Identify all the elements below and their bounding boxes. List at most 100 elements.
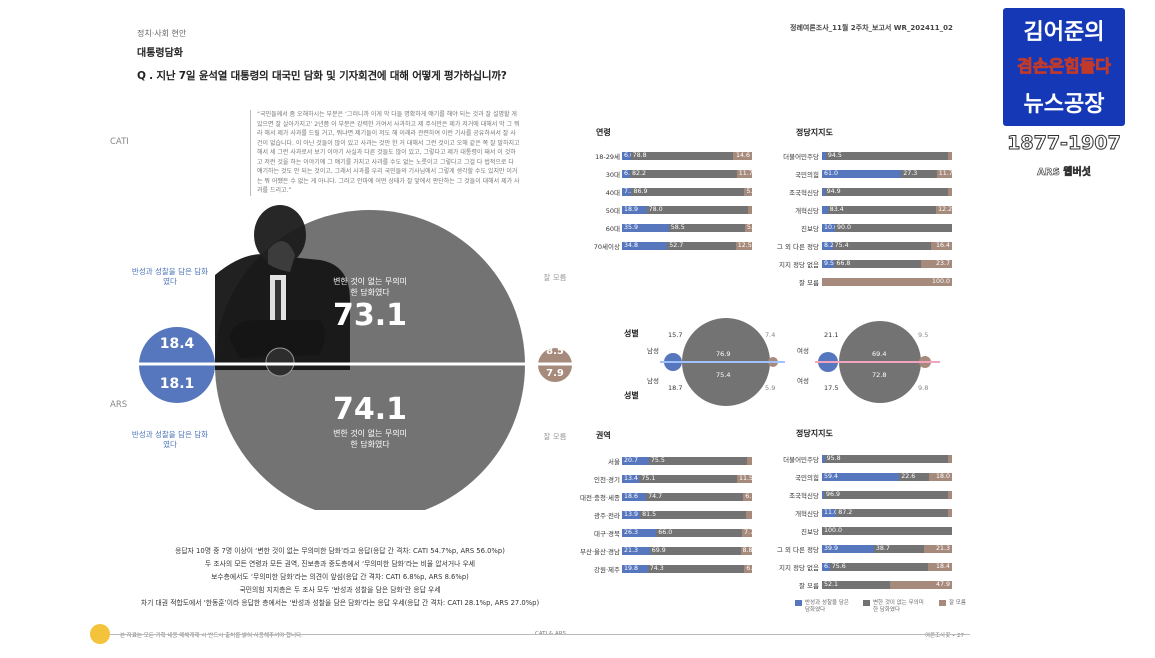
quote-text: “국민들께서 좀 오해하시는 부분은 ‘그러니까 이게 막 다들 명확하게 얘기… (250, 110, 520, 196)
remorse-segment: 10.0 (822, 224, 839, 232)
meaningless-segment: 95.8 (824, 455, 948, 463)
region-section-title: 권역 (596, 431, 611, 440)
remorse-segment: 21.3 (622, 547, 650, 555)
summary-line: 두 조사의 모든 연령과 모든 권역, 진보층과 중도층에서 ‘무의미한 담화’… (204, 560, 476, 568)
ars-female-remorse: 17.5 (824, 384, 839, 392)
unknown-segment: 47.9 (889, 581, 952, 589)
stacked-bar: 100.0 (822, 527, 952, 535)
party-section-title-top: 정당지지도 (796, 128, 833, 137)
cati-male-remorse: 15.7 (668, 331, 683, 339)
unknown-segment: 23.7 (921, 260, 952, 268)
remorse-segment: 61.0 (822, 170, 902, 178)
bar-category-label: 광주·전라 (594, 512, 620, 520)
stacked-bar: 18.9 78.0 (622, 206, 752, 214)
stacked-bar: 7.3 86.9 5.8 (622, 188, 756, 196)
summary-line: 응답자 10명 중 7명 이상이 ‘변한 것이 없는 무의미한 담화’라고 응답… (175, 547, 505, 555)
footer-note: 본 자료는 모든 기획 내용 매체게재 시 반드시 출처를 밝혀 사용해주셔야 … (120, 633, 303, 639)
meaningless-segment: 75.5 (648, 457, 748, 465)
bar-category-label: 더불어민주당 (783, 456, 819, 464)
unknown-segment: 14.6 (733, 152, 752, 160)
stacked-bar: 52.1 47.9 (822, 581, 952, 589)
category-label: 정치·사회 현안 (137, 29, 187, 38)
remorse-segment: 35.9 (622, 224, 669, 232)
meaningless-segment: 52.7 (667, 242, 736, 250)
summary-line: 보수층에서도 ‘무의미한 담화’라는 의견이 앞섬(응답 간 격차: CATI … (211, 573, 469, 581)
meaningless-segment: 38.7 (873, 545, 925, 553)
meaningless-segment: 78.0 (646, 206, 748, 214)
unknown-segment: 11.7 (736, 170, 753, 178)
president-photo (215, 205, 350, 377)
stacked-bar: 10.0 90.0 (822, 224, 952, 232)
bar-category-label: 40대 (605, 189, 620, 197)
meaningless-segment: 87.2 (836, 509, 948, 517)
remorse-caption-cati: 반성과 성찰을 담은 담화였다 (131, 267, 209, 286)
unknown-segment: 11.5 (737, 475, 754, 483)
meaningless-segment: 74.3 (647, 565, 745, 573)
ars-female-meaningless: 72.8 (872, 371, 887, 379)
stacked-bar: 21.3 69.9 8.8 (622, 547, 753, 555)
remorse-segment (822, 152, 826, 160)
stacked-bar: 61.0 27.3 11.7 (822, 170, 953, 178)
legend-label-meaningless: 변한 것이 없는 무의미한 담화였다 (873, 600, 924, 613)
meaningless-segment: 66.0 (656, 529, 742, 537)
chart-legend: 반성과 성찰을 담은 담화였다 변한 것이 없는 무의미한 담화였다 잘 모름 (795, 600, 966, 614)
stacked-bar: 9.5 66.8 23.7 (822, 260, 952, 268)
unknown-segment: 100.0 (822, 278, 952, 286)
bar-category-label: 더불어민주당 (783, 153, 819, 161)
legend-swatch-unknown (939, 600, 946, 606)
cati-remorse-value: 18.4 (159, 336, 195, 352)
remorse-segment: 7.3 (622, 188, 635, 196)
male-label-cati: 남성 (647, 347, 659, 355)
stacked-bar: 13.4 75.1 11.5 (622, 475, 754, 483)
remorse-segment: 59.4 (822, 473, 900, 481)
meaningless-segment: 96.9 (824, 491, 948, 499)
unknown-segment: 7.7 (741, 529, 754, 537)
remorse-segment: 9.5 (822, 260, 835, 268)
section-title: 대통령담화 (137, 48, 183, 59)
legend-item-unknown: 잘 모름 (939, 600, 966, 614)
gender-title-top: 성별 (624, 329, 639, 338)
meaningless-segment: 75.6 (829, 563, 929, 571)
unknown-segment: 6.0 (744, 565, 757, 573)
remorse-segment: 11.0 (822, 509, 839, 517)
ars-female-unknown: 9.8 (918, 384, 929, 392)
unknown-segment: 18.4 (928, 563, 952, 571)
legend-label-remorse: 반성과 성찰을 담은 담화였다 (805, 600, 849, 613)
stacked-bar: 59.4 22.6 18.0 (822, 473, 952, 481)
stacked-bar: 96.9 (822, 491, 952, 499)
ars-meaningless-value: 74.1 (332, 392, 408, 427)
remorse-segment: 6.2 (622, 170, 635, 178)
stacked-bar: 11.0 87.2 (822, 509, 952, 517)
meaningless-segment: 94.9 (824, 188, 948, 196)
meaningless-segment: 75.1 (639, 475, 738, 483)
meaningless-segment: 78.8 (630, 152, 734, 160)
bar-category-label: 지지 정당 없음 (778, 261, 819, 269)
ars-remorse-value: 18.1 (159, 376, 195, 392)
news-factory-logo: 김어준의 겸손은힘들다 뉴스공장 (1003, 8, 1125, 126)
main-bubble-chart (135, 205, 590, 510)
meaningless-segment: 58.5 (668, 224, 745, 232)
cati-female-remorse: 21.1 (824, 331, 839, 339)
meaningless-segment: 75.4 (832, 242, 931, 250)
stacked-bar: 83.4 12.2 (822, 206, 952, 214)
remorse-segment: 26.3 (622, 529, 657, 537)
survey-question: Q . 지난 7일 윤석열 대통령의 대국민 담화 및 기자회견에 대해 어떻게… (137, 70, 507, 82)
brand-line-1: 김어준의 (1023, 20, 1105, 45)
meaningless-segment: 74.7 (646, 493, 744, 501)
brand-line-2: 겸손은힘들다 (1017, 57, 1112, 78)
stacked-bar: 34.8 52.7 12.5 (622, 242, 752, 250)
remorse-segment: 18.9 (622, 206, 647, 214)
unknown-segment (948, 509, 952, 517)
unknown-segment: 16.4 (930, 242, 952, 250)
unknown-segment: 5.5 (744, 224, 757, 232)
meaningless-caption-cati: 변한 것이 없는 무의미한 담화였다 (333, 277, 407, 297)
bar-category-label: 진보당 (801, 528, 819, 536)
ars-male-remorse: 18.7 (668, 384, 683, 392)
stacked-bar: 35.9 58.5 5.5 (622, 224, 757, 232)
bar-category-label: 개혁신당 (795, 510, 819, 518)
bar-category-label: 지지 정당 없음 (778, 564, 819, 572)
stacked-bar: 39.9 38.7 21.3 (822, 545, 952, 553)
unknown-segment (747, 206, 752, 214)
stacked-bar: 94.9 (822, 188, 952, 196)
flower-logo-icon (90, 624, 110, 644)
